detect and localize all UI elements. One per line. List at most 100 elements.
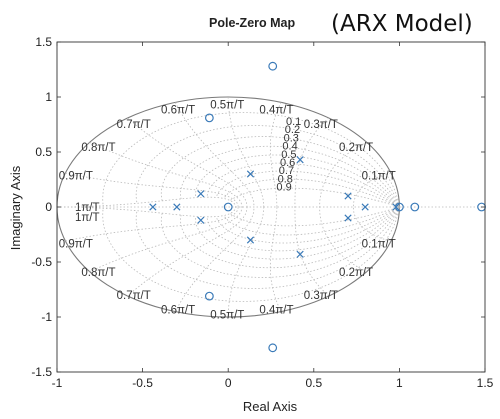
pole-marker (296, 156, 304, 164)
damping-label: 0.3 (284, 132, 299, 144)
frequency-curve (89, 141, 243, 208)
frequency-label-upper: 0.7π/T (117, 119, 151, 131)
damping-curve (223, 178, 400, 208)
pole-marker (344, 192, 352, 200)
frequency-label-lower: 1π/T (75, 212, 100, 224)
damping-label: 0.7 (279, 165, 294, 177)
zero-marker (268, 61, 278, 71)
frequency-label-upper: 0.5π/T (210, 100, 244, 112)
frequency-label-upper: 1π/T (75, 202, 100, 214)
damping-curve (206, 206, 400, 252)
frequency-curve (127, 117, 248, 208)
frequency-curve (269, 102, 282, 208)
y-tick-label: 1 (45, 90, 52, 104)
damping-curve (229, 187, 400, 208)
damping-curve (215, 170, 400, 208)
x-tick-label: 0.5 (305, 376, 322, 390)
zero-marker (204, 291, 214, 301)
pole-marker (149, 203, 157, 211)
frequency-curve (227, 96, 265, 208)
frequency-curve (269, 206, 282, 312)
x-tick-label: 1 (396, 376, 403, 390)
y-tick-label: 0 (45, 200, 52, 214)
pole-marker (344, 214, 352, 222)
frequency-label-lower: 0.3π/T (304, 290, 338, 302)
pole-marker (197, 216, 205, 224)
damping-curve (215, 206, 400, 244)
y-tick-label: -1.5 (31, 365, 52, 379)
frequency-label-lower: 0.4π/T (259, 304, 293, 316)
frequency-curve (319, 206, 367, 273)
y-tick-label: 0.5 (35, 145, 52, 159)
frequency-curve (174, 206, 255, 312)
pole-marker (173, 203, 181, 211)
damping-curve (180, 145, 400, 208)
chart-subtitle: (ARX Model) (331, 11, 473, 37)
frequency-label-lower: 0.1π/T (362, 239, 396, 251)
axis-ticks: -1 -0.5 0 0.5 1 1.51.510.50-0.5-1-1.5 (31, 35, 493, 390)
frequency-label-lower: 0.7π/T (117, 290, 151, 302)
damping-curve (206, 162, 400, 208)
damping-curve (223, 206, 400, 236)
frequency-curve (89, 206, 243, 273)
frequency-label-upper: 0.4π/T (259, 105, 293, 117)
frequency-curve (319, 141, 367, 208)
y-tick-label: -1 (41, 310, 52, 324)
damping-curve (229, 206, 400, 227)
chart-title: Pole-Zero Map (209, 16, 295, 30)
damping-curve (102, 112, 400, 208)
damping-curve (160, 136, 400, 208)
pole-marker (246, 236, 255, 244)
frequency-curve (352, 206, 392, 242)
frequency-label-lower: 0.5π/T (210, 309, 244, 321)
x-tick-label: -0.5 (132, 376, 153, 390)
zero-marker (223, 202, 233, 212)
grid-labels: 0.1π/T0.2π/T0.3π/T0.4π/T0.5π/T0.6π/T0.7π… (59, 100, 396, 322)
damping-curve (135, 125, 400, 208)
y-axis-label: Imaginary Axis (8, 165, 23, 250)
zero-marker (395, 202, 404, 212)
damping-curve (102, 206, 400, 302)
y-tick-label: 1.5 (35, 35, 52, 49)
frequency-label-lower: 0.9π/T (59, 239, 93, 251)
x-tick-label: 1.5 (477, 376, 494, 390)
frequency-label-upper: 0.8π/T (81, 142, 115, 154)
frequency-curve (352, 172, 392, 208)
pole-marker (296, 250, 304, 258)
damping-curve (135, 206, 400, 289)
frequency-curve (294, 206, 330, 297)
frequency-label-lower: 0.8π/T (81, 267, 115, 279)
frequency-label-upper: 0.3π/T (304, 119, 338, 131)
x-tick-label: 0 (225, 376, 232, 390)
zero-marker (204, 113, 214, 123)
frequency-label-upper: 0.1π/T (362, 170, 396, 182)
damping-label: 0.8 (278, 173, 293, 185)
frequency-label-upper: 0.6π/T (161, 105, 195, 117)
zgrid (56, 96, 485, 318)
damping-label: 0.5 (281, 149, 296, 161)
damping-label: 0.9 (276, 182, 291, 194)
pole-marker (361, 203, 369, 211)
frequency-curve (65, 172, 239, 208)
x-tick-label: -1 (52, 376, 63, 390)
frequency-label-upper: 0.9π/T (59, 170, 93, 182)
frequency-curve (127, 206, 248, 297)
frequency-curve (174, 102, 255, 208)
damping-label: 0.6 (280, 157, 295, 169)
plot-frame (56, 41, 486, 373)
x-axis-label: Real Axis (243, 399, 298, 414)
damping-curve (160, 206, 400, 278)
pole-marker (197, 190, 205, 198)
damping-label: 0.2 (285, 124, 300, 136)
frequency-label-upper: 0.2π/T (339, 142, 373, 154)
pole-marker (246, 170, 255, 178)
damping-label: 0.4 (282, 141, 297, 153)
frequency-curve (227, 206, 265, 318)
frequency-curve (65, 206, 239, 242)
frequency-label-lower: 0.2π/T (339, 267, 373, 279)
y-tick-label: -0.5 (31, 255, 52, 269)
damping-label: 0.1 (286, 116, 301, 128)
zero-marker (268, 343, 278, 353)
frequency-curve (294, 117, 330, 208)
